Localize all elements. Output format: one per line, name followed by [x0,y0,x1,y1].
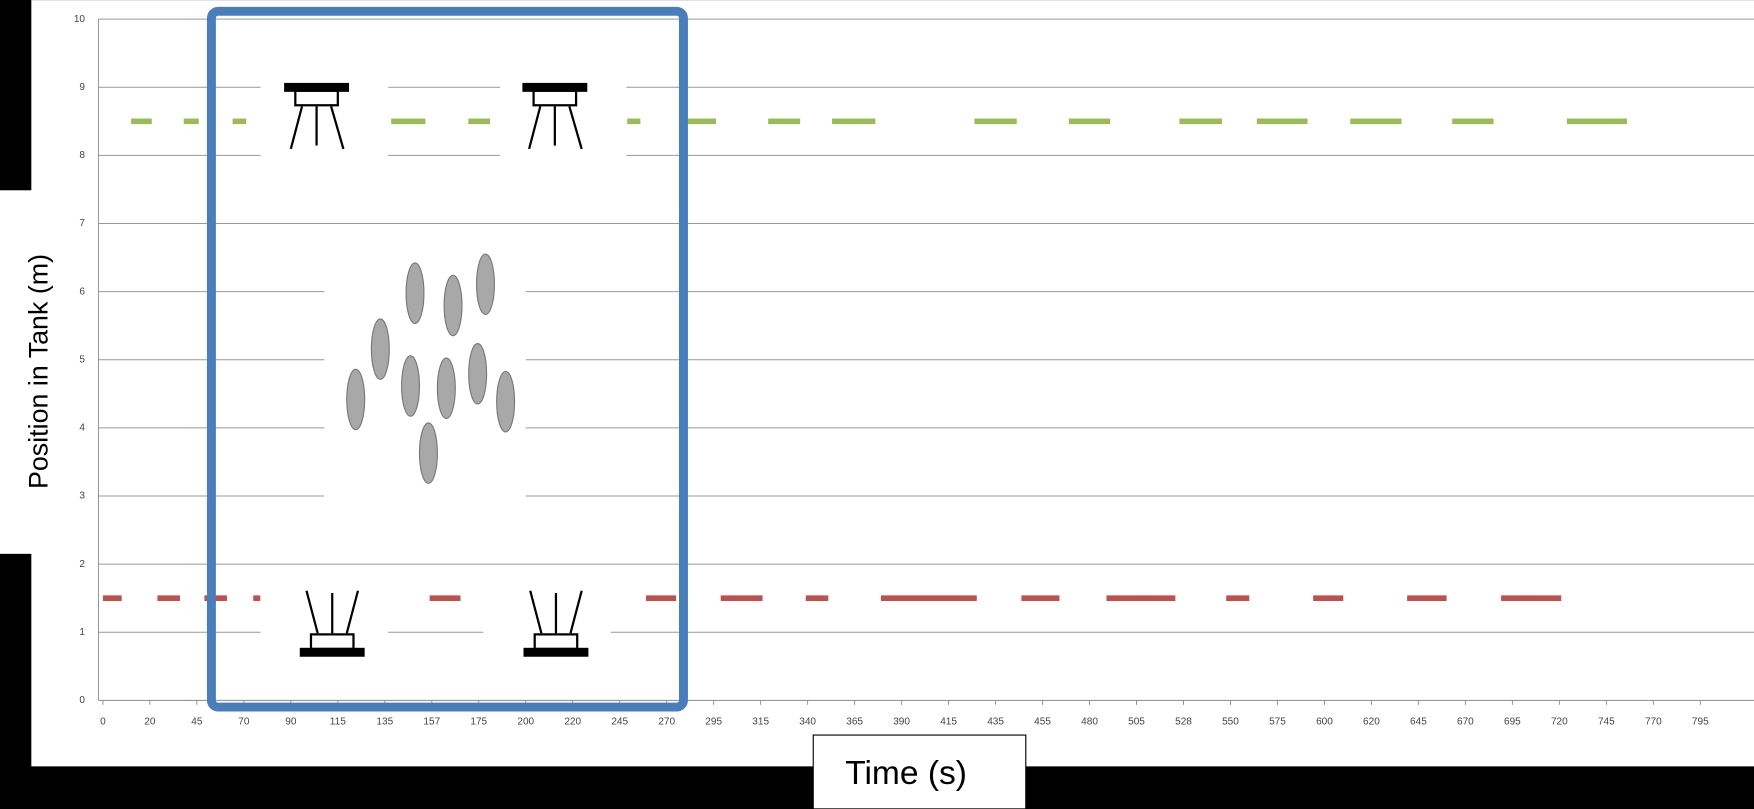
y-tick-label: 6 [79,286,85,297]
y-tick-label: 10 [74,14,86,25]
marks [102,118,1628,601]
x-tick-label: 20 [144,716,156,727]
x-tick-label: 390 [893,716,910,727]
x-tick-label: 220 [564,716,581,727]
x-tick-label: 295 [705,716,722,727]
x-tick-label: 645 [1410,716,1427,727]
x-axis-label: Time (s) [845,755,967,792]
x-tick-label: 720 [1551,716,1568,727]
fish-school [346,253,516,484]
x-tick-label: 550 [1222,716,1239,727]
x-tick-label: 455 [1034,716,1051,727]
x-tick-label: 115 [330,716,346,727]
y-tick-label: 4 [79,423,85,434]
x-tick-label: 620 [1363,716,1380,727]
x-tick-label: 245 [611,716,628,727]
x-tick-label: 415 [940,716,957,727]
x-tick-label: 365 [846,716,863,727]
highlight-box [206,6,688,712]
y-tick-label: 3 [79,491,85,502]
x-tick-label: 0 [100,716,106,727]
y-tick-label: 2 [79,559,85,570]
sensor-bottom-right [523,590,589,657]
x-tick-label: 528 [1175,716,1192,727]
x-tick-label: 600 [1316,716,1333,727]
x-tick-label: 670 [1457,716,1474,727]
x-tick-label: 315 [752,716,769,727]
overlay [206,6,688,712]
y-tick-label: 5 [79,354,85,365]
sensor-top-right [522,82,588,150]
x-tick-label: 505 [1128,716,1145,727]
y-label-box [0,190,59,554]
x-tick-label: 435 [987,716,1004,727]
x-tick-label: 70 [238,716,250,727]
y-tick-label: 1 [79,627,85,638]
x-tick-label: 480 [1081,716,1098,727]
x-tick-label: 200 [517,716,534,727]
x-tick-label: 575 [1269,716,1286,727]
x-tick-label: 745 [1598,716,1615,727]
x-tick-label: 270 [658,716,675,727]
x-tick-label: 175 [470,716,487,727]
y-tick-label: 8 [79,150,85,161]
x-tick-label: 135 [376,716,393,727]
y-tick-label: 7 [79,218,85,229]
x-label-box [812,734,1027,809]
sensor-top-left [284,82,350,150]
y-tick-label: 0 [79,695,85,706]
x-tick-label: 770 [1645,716,1662,727]
x-tick-label: 157 [423,716,440,727]
x-tick-label: 695 [1504,716,1521,727]
sensor-bottom-left [299,590,365,657]
x-tick-label: 340 [799,716,816,727]
x-tick-label: 795 [1692,716,1709,727]
y-axis-label: Position in Tank (m) [23,254,53,489]
x-tick-label: 45 [191,716,203,727]
x-tick-label: 90 [285,716,297,727]
y-tick-label: 9 [79,82,85,93]
